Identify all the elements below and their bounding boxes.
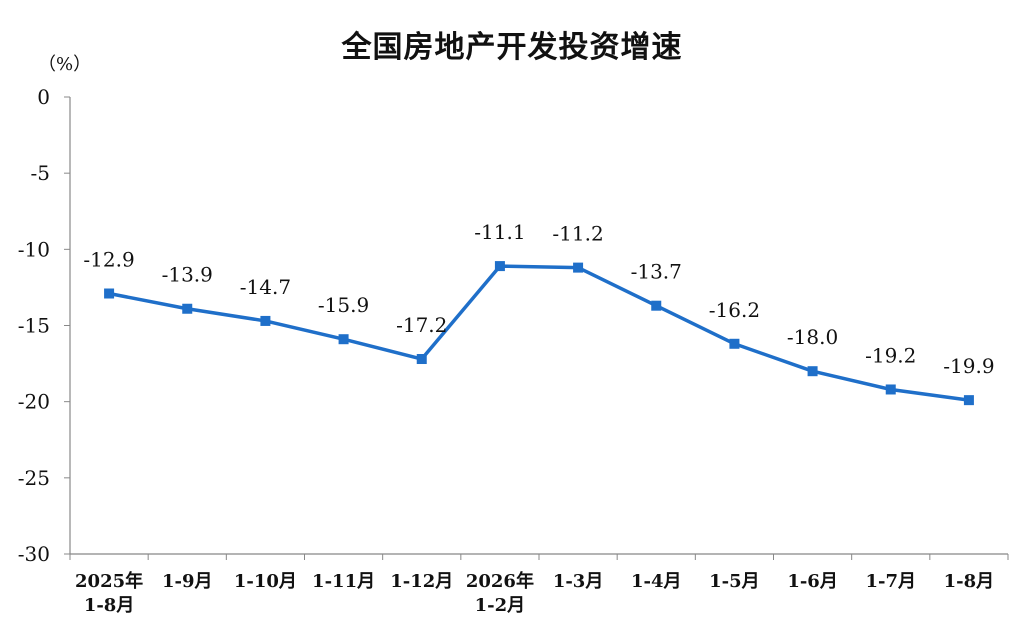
data-point — [651, 300, 662, 311]
data-point — [573, 262, 584, 273]
data-point — [885, 384, 896, 395]
x-tick-label-line: 1-3月 — [553, 571, 604, 592]
data-label: -13.9 — [162, 263, 213, 287]
data-point — [807, 366, 818, 377]
data-point — [416, 354, 427, 365]
data-point — [729, 338, 740, 349]
x-tick-label-line: 1-6月 — [787, 571, 838, 592]
data-point — [104, 288, 115, 299]
y-tick-label: -30 — [18, 542, 50, 566]
data-label: -19.9 — [943, 354, 994, 378]
x-tick-label-line: 1-2月 — [475, 595, 526, 616]
x-tick-label: 2025年 1-8月 — [75, 570, 143, 616]
y-tick-label: -10 — [18, 237, 50, 261]
x-tick-label-line: 1-10月 — [234, 571, 297, 592]
x-tick-label-line: 1-5月 — [709, 571, 760, 592]
data-label: -16.2 — [709, 298, 760, 322]
data-label: -13.7 — [631, 260, 682, 284]
x-tick-label: 2026年 1-2月 — [466, 570, 534, 616]
data-label: -14.7 — [240, 275, 291, 299]
data-label: -12.9 — [83, 248, 134, 272]
x-tick-label-line: 1-9月 — [162, 571, 213, 592]
x-tick-label: 1-7月 — [865, 571, 916, 592]
x-tick-label-line: 1-8月 — [84, 595, 135, 616]
x-tick-label-line: 2025年 — [75, 570, 143, 592]
x-tick-label-line: 1-7月 — [865, 571, 916, 592]
x-tick-label-line: 1-8月 — [944, 571, 995, 592]
y-tick-label: -20 — [18, 390, 50, 414]
x-tick-label: 1-12月 — [390, 571, 453, 592]
data-point — [338, 334, 349, 345]
y-tick-label: -25 — [18, 466, 50, 490]
x-tick-label: 1-5月 — [709, 571, 760, 592]
x-tick-label-line: 1-4月 — [631, 571, 682, 592]
data-label: -17.2 — [396, 313, 447, 337]
y-tick-label: -5 — [31, 161, 50, 185]
data-point — [963, 395, 974, 406]
x-tick-label: 1-11月 — [312, 571, 375, 592]
data-point — [494, 261, 505, 272]
x-tick-label: 1-10月 — [234, 571, 297, 592]
data-label: -11.2 — [552, 222, 603, 246]
x-tick-label-line: 1-11月 — [312, 571, 375, 592]
y-tick-label: 0 — [37, 85, 50, 109]
x-tick-label-line: 2026年 — [466, 570, 534, 592]
data-point — [260, 315, 271, 326]
chart-title: 全国房地产开发投资增速 — [341, 30, 683, 65]
x-tick-label-line: 1-12月 — [390, 571, 453, 592]
data-label: -18.0 — [787, 325, 838, 349]
x-tick-label: 1-8月 — [944, 571, 995, 592]
y-tick-label: -15 — [18, 314, 50, 338]
data-label: -19.2 — [865, 343, 916, 367]
x-tick-label: 1-9月 — [162, 571, 213, 592]
x-tick-label: 1-4月 — [631, 571, 682, 592]
series-line — [108, 264, 970, 402]
data-label: -11.1 — [474, 220, 525, 244]
data-label: -15.9 — [318, 293, 369, 317]
y-unit-label: （%） — [38, 54, 91, 75]
x-tick-label: 1-6月 — [787, 571, 838, 592]
data-point — [182, 303, 193, 314]
x-tick-label: 1-3月 — [553, 571, 604, 592]
